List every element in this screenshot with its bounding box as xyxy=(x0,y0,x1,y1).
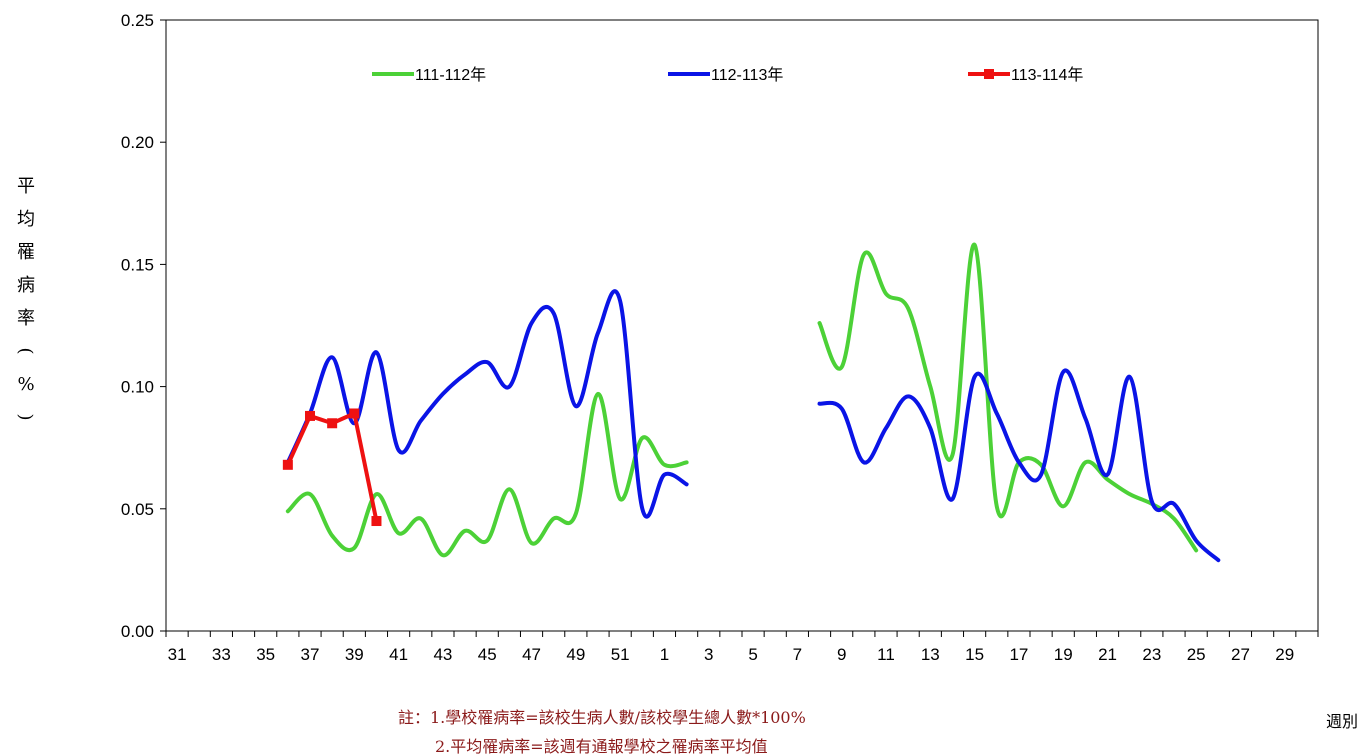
x-tick-label: 29 xyxy=(1275,645,1294,664)
x-tick-label: 5 xyxy=(748,645,757,664)
x-tick-label: 43 xyxy=(433,645,452,664)
y-axis-label-char: 平 xyxy=(17,176,35,197)
note-line-2: 2.平均罹病率=該週有通報學校之罹病率平均值 xyxy=(435,737,768,756)
y-axis-label-char: % xyxy=(17,374,34,395)
legend-item: 113-114年 xyxy=(968,66,1083,84)
x-tick-label: 3 xyxy=(704,645,713,664)
x-tick-label: 35 xyxy=(256,645,275,664)
y-tick-label: 0.15 xyxy=(121,255,154,274)
y-axis-label: 平均罹病率 (%) xyxy=(15,176,36,421)
series-line-112-113年 xyxy=(817,368,1221,563)
y-axis-label-char: 病 xyxy=(17,275,35,296)
x-tick-label: 47 xyxy=(522,645,541,664)
y-axis-label-char: ) xyxy=(15,413,36,420)
y-axis-label-char: 率 xyxy=(17,308,35,329)
x-tick-label: 33 xyxy=(212,645,231,664)
x-tick-label: 11 xyxy=(877,645,895,664)
series-line-111-112年 xyxy=(285,391,689,558)
y-tick-label: 0.20 xyxy=(121,133,154,152)
plot-area xyxy=(165,19,1319,632)
x-tick-label: 17 xyxy=(1009,645,1028,664)
data-point xyxy=(371,516,382,527)
legend-label: 113-114年 xyxy=(1011,66,1083,84)
legend-item: 112-113年 xyxy=(668,66,783,84)
x-tick-label: 39 xyxy=(345,645,364,664)
series-line-111-112年 xyxy=(817,242,1199,553)
x-tick-label: 49 xyxy=(566,645,585,664)
y-tick-label: 0.00 xyxy=(121,622,154,641)
x-tick-label: 19 xyxy=(1054,645,1073,664)
x-tick-label: 15 xyxy=(965,645,984,664)
data-point xyxy=(327,418,338,429)
y-axis-label-char: 均 xyxy=(17,209,35,230)
x-tick-label: 9 xyxy=(837,645,846,664)
x-tick-label: 37 xyxy=(301,645,320,664)
y-tick-label: 0.05 xyxy=(121,500,154,519)
y-axis-label-char: 罹 xyxy=(17,242,35,263)
legend: 111-112年 112-113年 113-114年 xyxy=(372,66,1083,84)
x-tick-label: 51 xyxy=(611,645,630,664)
legend-item: 111-112年 xyxy=(372,66,486,84)
legend-label: 112-113年 xyxy=(711,66,783,84)
x-tick-label: 21 xyxy=(1098,645,1117,664)
data-point xyxy=(282,459,293,470)
x-tick-label: 25 xyxy=(1187,645,1206,664)
x-axis-label: 週別 xyxy=(1326,712,1358,731)
x-tick-label: 41 xyxy=(389,645,408,664)
x-tick-label: 7 xyxy=(793,645,802,664)
x-tick-label: 31 xyxy=(168,645,187,664)
y-tick-label: 0.25 xyxy=(121,11,154,30)
y-axis: 0.00 0.05 0.10 0.15 0.20 0.25 xyxy=(121,11,166,641)
x-axis: 31 33 35 37 39 41 43 45 47 49 51 1 3 5 7 9 11 13 15 17 19 21 2… xyxy=(165,631,1319,664)
data-point xyxy=(349,408,360,419)
y-axis-label-char: ( xyxy=(15,347,36,354)
y-tick-label: 0.10 xyxy=(121,378,154,397)
x-tick-label: 13 xyxy=(921,645,940,664)
x-tick-label: 23 xyxy=(1142,645,1161,664)
plot-frame xyxy=(165,19,1319,632)
legend-label: 111-112年 xyxy=(415,66,486,84)
legend-marker xyxy=(984,69,994,79)
x-tick-label: 45 xyxy=(478,645,497,664)
data-point xyxy=(305,410,315,421)
note-line-1: 註：1.學校罹病率=該校生病人數/該校學生總人數*100% xyxy=(398,708,806,727)
x-tick-label: 1 xyxy=(660,645,669,664)
x-tick-label: 27 xyxy=(1231,645,1250,664)
